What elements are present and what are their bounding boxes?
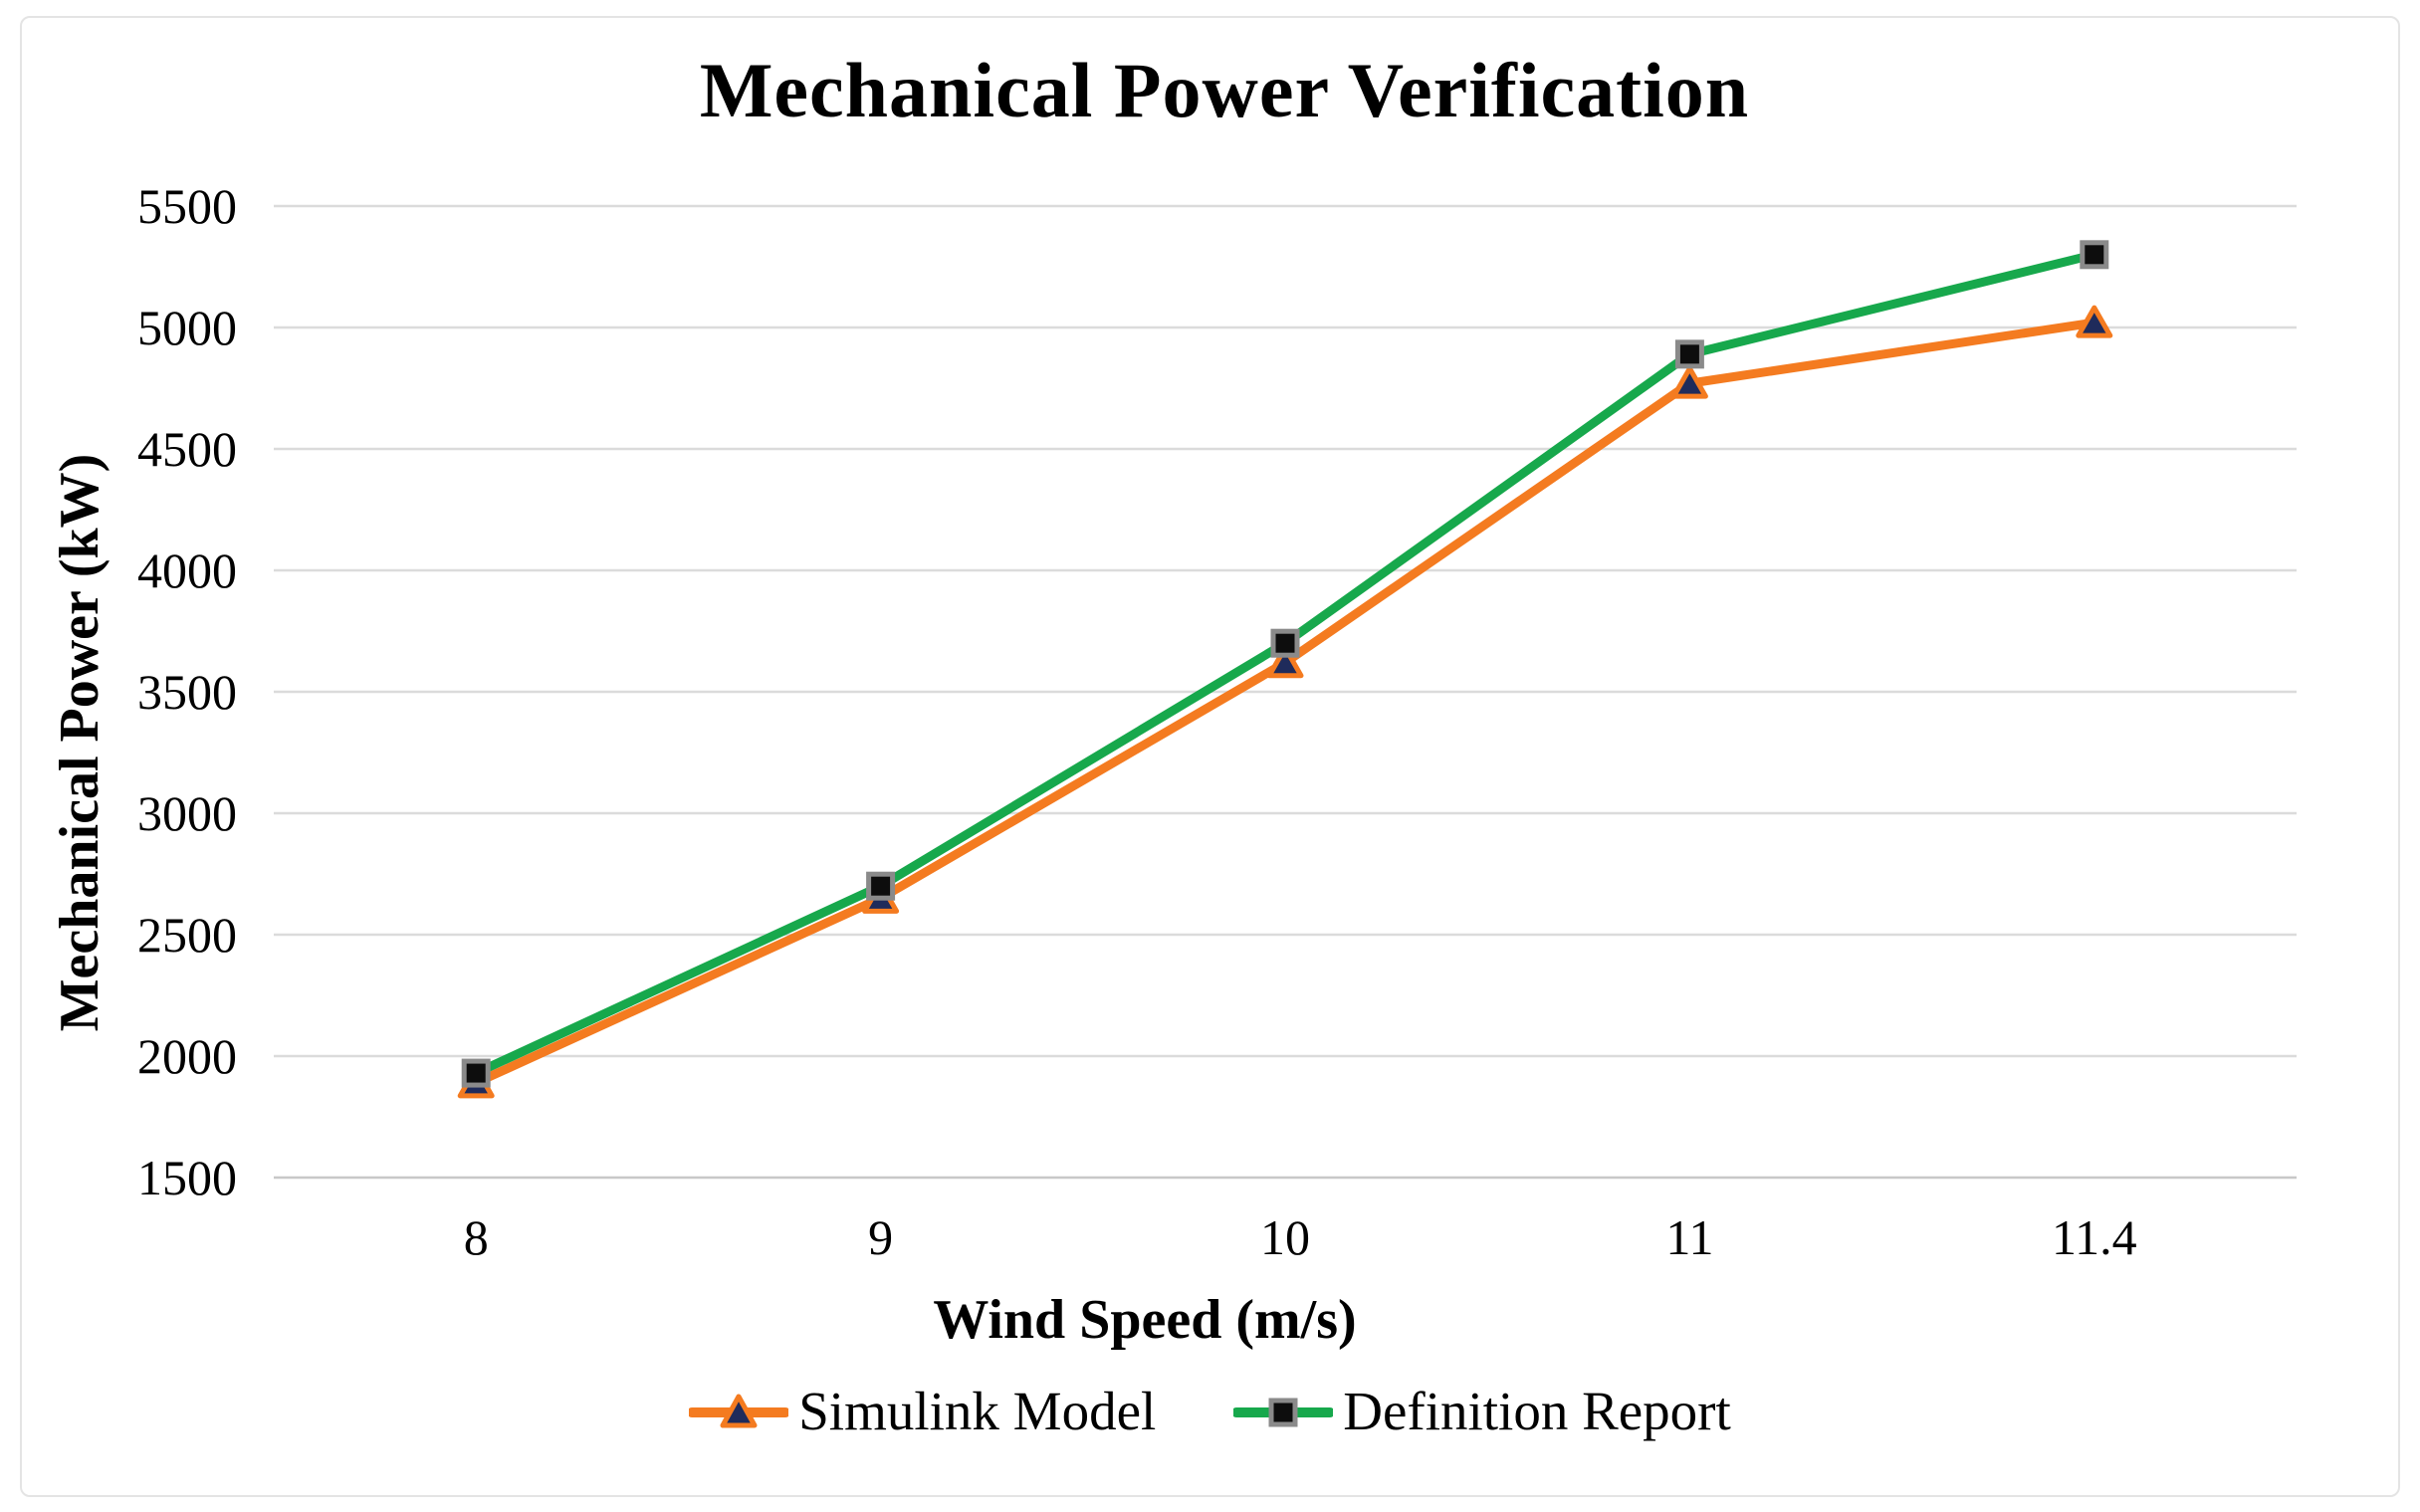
triangle-data-point-marker [2076,305,2113,338]
square-data-point-marker [1270,628,1300,658]
y-tick-label: 5000 [137,300,237,355]
y-tick-label: 2500 [137,907,237,963]
y-tick-label: 4000 [137,542,237,598]
triangle-data-point-marker [1266,645,1304,679]
legend-item-definition-report: Definition Report [1233,1380,1731,1442]
square-data-point-marker [461,1058,491,1088]
square-marker-icon [1233,1398,1334,1426]
y-tick-label: 5500 [137,178,237,234]
x-tick-label: 10 [1260,1209,1310,1265]
y-tick-label: 4500 [137,421,237,477]
square-data-point-marker [866,871,896,901]
x-tick-label: 8 [463,1209,489,1265]
chart-title: Mechanical Power Verification [699,47,1750,133]
y-tick-label: 2000 [137,1028,237,1084]
y-tick-label: 1500 [137,1150,237,1205]
x-tick-label: 11.4 [2051,1209,2137,1265]
series-line-simulink-model [471,318,2099,1088]
legend: Simulink Model Definition Report [0,1380,2420,1442]
y-tick-label: 3000 [137,785,237,841]
x-tick-label: 9 [868,1209,894,1265]
y-tick-label: 3500 [137,664,237,720]
x-tick-label: 11 [1665,1209,1714,1265]
legend-label-simulink-model: Simulink Model [798,1381,1157,1441]
legend-label-definition-report: Definition Report [1343,1381,1731,1441]
triangle-marker-icon [689,1394,789,1427]
x-axis-title: Wind Speed (m/s) [933,1289,1357,1351]
square-data-point-marker [1674,339,1704,369]
triangle-data-point-marker [1670,365,1708,399]
legend-item-simulink-model: Simulink Model [689,1380,1156,1442]
square-data-point-marker [2080,240,2109,270]
figure-border [20,16,2400,1497]
